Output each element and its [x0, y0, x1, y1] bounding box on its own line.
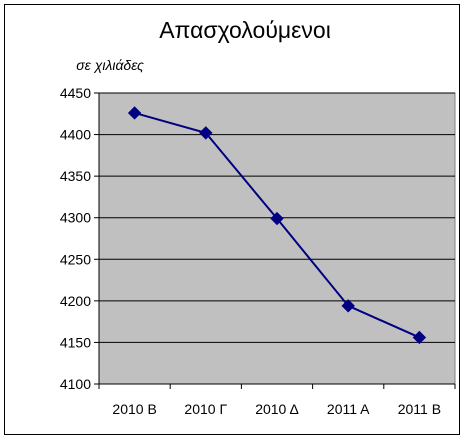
plot-area — [98, 92, 456, 385]
y-tick-label: 4150 — [60, 334, 91, 350]
x-tick-label: 2010 Δ — [255, 401, 299, 417]
y-tick-label: 4250 — [60, 251, 91, 267]
data-point-marker — [127, 106, 142, 120]
y-tick-label: 4100 — [60, 376, 91, 392]
data-point-marker — [199, 126, 213, 140]
x-tick-label: 2011 A — [327, 401, 370, 417]
data-point-marker — [341, 299, 355, 313]
y-tick-label: 4200 — [60, 293, 91, 309]
x-tick-label: 2010 Γ — [184, 401, 227, 417]
data-point-marker — [270, 211, 284, 226]
unit-label: σε χιλιάδες — [76, 57, 144, 73]
y-tick-label: 4400 — [60, 127, 91, 143]
y-tick-label: 4450 — [60, 85, 91, 101]
chart-title: Απασχολούμενοι — [159, 17, 331, 43]
y-tick-label: 4350 — [60, 168, 91, 184]
y-tick-label: 4300 — [60, 210, 91, 226]
data-point-marker — [412, 330, 427, 345]
x-tick-label: 2010 B — [112, 401, 156, 417]
x-tick-label: 2011 B — [398, 401, 441, 417]
